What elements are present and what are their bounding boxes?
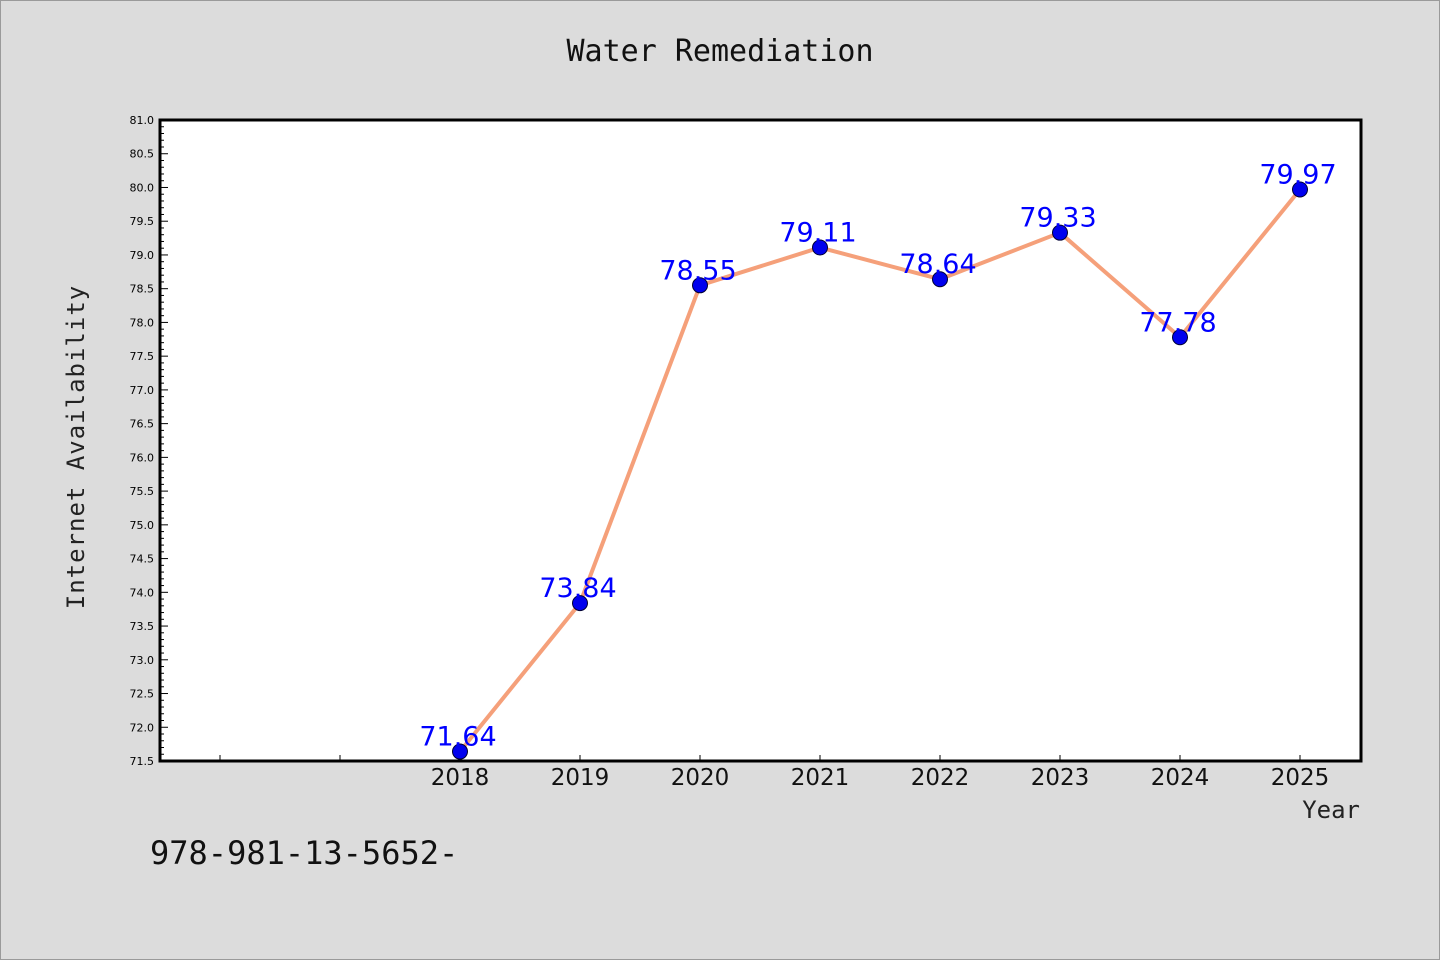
data-label: 73.84 [539,573,616,604]
x-tick-label: 2025 [1271,765,1330,791]
plot-area [158,118,1363,763]
data-point [812,239,828,256]
data-label: 79.11 [779,218,856,249]
y-tick-label: 72.0 [130,721,155,734]
data-point [692,277,708,294]
data-point [1172,329,1188,346]
data-point [572,595,588,612]
data-label: 78.55 [659,255,736,286]
y-tick-label: 79.0 [130,249,155,262]
data-point [1292,181,1308,198]
chart-title: Water Remediation [566,34,874,69]
data-point [452,743,468,760]
x-tick-label: 2023 [1031,765,1090,791]
footer-code: 978-981-13-5652- [150,834,459,872]
y-tick-label: 80.5 [130,148,155,161]
data-label: 79.97 [1259,159,1336,190]
y-tick-label: 71.5 [130,755,155,768]
y-tick-label: 81.0 [130,114,155,127]
y-tick-label: 75.5 [130,485,155,498]
y-tick-label: 77.0 [130,384,155,397]
y-tick-label: 78.5 [130,283,155,296]
x-tick-label: 2018 [431,765,490,791]
x-tick-label: 2020 [671,765,730,791]
y-tick-label: 76.5 [130,418,155,431]
data-label: 79.33 [1019,203,1096,234]
y-tick-label: 74.5 [130,553,155,566]
x-axis-label: Year [1302,796,1360,824]
y-tick-label: 77.5 [130,350,155,363]
y-tick-label: 75.0 [130,519,155,532]
y-tick-label: 78.0 [130,316,155,329]
series-line [458,188,1302,753]
data-point [1052,224,1068,241]
y-tick-label: 72.5 [130,688,155,701]
data-label: 77.78 [1139,307,1216,338]
x-tick-label: 2024 [1151,765,1210,791]
y-tick-label: 80.0 [130,181,155,194]
y-tick-label: 73.0 [130,654,155,667]
y-tick-label: 73.5 [130,620,155,633]
y-tick-label: 74.0 [130,586,155,599]
x-tick-label: 2019 [551,765,610,791]
y-tick-label: 76.0 [130,451,155,464]
y-tick-label: 79.5 [130,215,155,228]
x-tick-label: 2021 [791,765,850,791]
x-tick-label: 2022 [911,765,970,791]
data-label: 78.64 [899,249,976,280]
data-point [932,271,948,288]
data-label: 71.64 [419,722,496,753]
